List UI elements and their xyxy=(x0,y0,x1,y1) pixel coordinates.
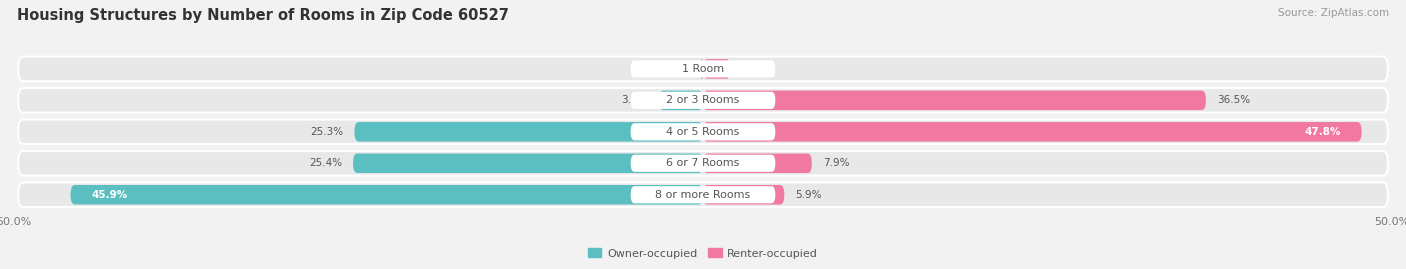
FancyBboxPatch shape xyxy=(703,122,1361,141)
Text: 25.4%: 25.4% xyxy=(309,158,342,168)
FancyBboxPatch shape xyxy=(353,154,703,173)
Text: Housing Structures by Number of Rooms in Zip Code 60527: Housing Structures by Number of Rooms in… xyxy=(17,8,509,23)
FancyBboxPatch shape xyxy=(631,186,775,203)
FancyBboxPatch shape xyxy=(631,92,775,109)
FancyBboxPatch shape xyxy=(631,123,775,140)
FancyBboxPatch shape xyxy=(18,182,1388,207)
Text: 45.9%: 45.9% xyxy=(91,190,128,200)
FancyBboxPatch shape xyxy=(700,59,703,79)
Text: 2.0%: 2.0% xyxy=(741,64,768,74)
Text: 7.9%: 7.9% xyxy=(823,158,849,168)
FancyBboxPatch shape xyxy=(703,59,731,79)
Text: 2 or 3 Rooms: 2 or 3 Rooms xyxy=(666,95,740,105)
FancyBboxPatch shape xyxy=(18,151,1388,176)
FancyBboxPatch shape xyxy=(18,56,1388,81)
Text: 25.3%: 25.3% xyxy=(311,127,343,137)
FancyBboxPatch shape xyxy=(703,185,785,204)
FancyBboxPatch shape xyxy=(18,119,1388,144)
Text: 1 Room: 1 Room xyxy=(682,64,724,74)
Text: Source: ZipAtlas.com: Source: ZipAtlas.com xyxy=(1278,8,1389,18)
FancyBboxPatch shape xyxy=(354,122,703,141)
FancyBboxPatch shape xyxy=(631,60,775,77)
Text: 0.18%: 0.18% xyxy=(657,64,689,74)
Text: 6 or 7 Rooms: 6 or 7 Rooms xyxy=(666,158,740,168)
FancyBboxPatch shape xyxy=(703,91,1206,110)
Text: 5.9%: 5.9% xyxy=(796,190,823,200)
Legend: Owner-occupied, Renter-occupied: Owner-occupied, Renter-occupied xyxy=(583,244,823,263)
Text: 36.5%: 36.5% xyxy=(1218,95,1250,105)
FancyBboxPatch shape xyxy=(703,154,811,173)
FancyBboxPatch shape xyxy=(659,91,703,110)
Text: 4 or 5 Rooms: 4 or 5 Rooms xyxy=(666,127,740,137)
FancyBboxPatch shape xyxy=(631,155,775,172)
Text: 47.8%: 47.8% xyxy=(1305,127,1341,137)
FancyBboxPatch shape xyxy=(18,88,1388,113)
Text: 8 or more Rooms: 8 or more Rooms xyxy=(655,190,751,200)
FancyBboxPatch shape xyxy=(70,185,703,204)
Text: 3.2%: 3.2% xyxy=(621,95,648,105)
